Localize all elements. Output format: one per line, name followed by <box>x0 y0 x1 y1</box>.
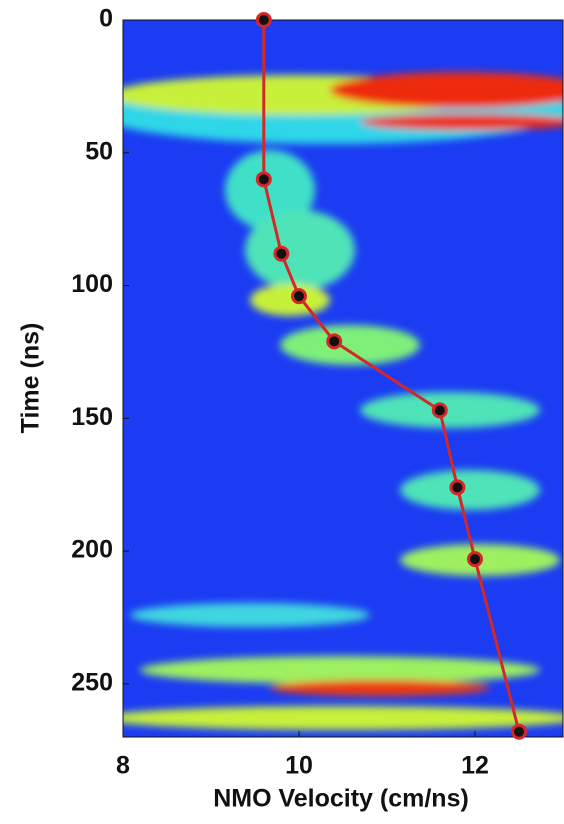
pick-point <box>326 333 343 350</box>
semblance-field <box>123 20 563 737</box>
pick-point <box>449 479 466 496</box>
pick-point <box>511 723 527 740</box>
semblance-blobs <box>123 72 563 730</box>
pick-point <box>255 171 272 188</box>
y-tick-label: 0 <box>99 5 113 33</box>
y-tick-label: 250 <box>71 668 113 696</box>
pick-point <box>431 402 448 419</box>
x-tick-label: 8 <box>116 752 130 780</box>
y-tick-label: 100 <box>71 270 113 298</box>
x-axis-label: NMO Velocity (cm/ns) <box>213 785 469 813</box>
y-tick-label: 150 <box>71 403 113 431</box>
pick-point <box>467 551 483 568</box>
pick-point <box>255 12 272 28</box>
pick-point <box>273 245 290 262</box>
y-tick-label: 200 <box>71 536 113 564</box>
y-tick-label: 50 <box>85 137 113 165</box>
plot-frame <box>122 19 564 738</box>
x-tick-label: 10 <box>285 752 313 780</box>
x-tick-label: 12 <box>461 752 489 780</box>
pick-point <box>291 288 307 305</box>
y-axis-label: Time (ns) <box>17 323 45 434</box>
